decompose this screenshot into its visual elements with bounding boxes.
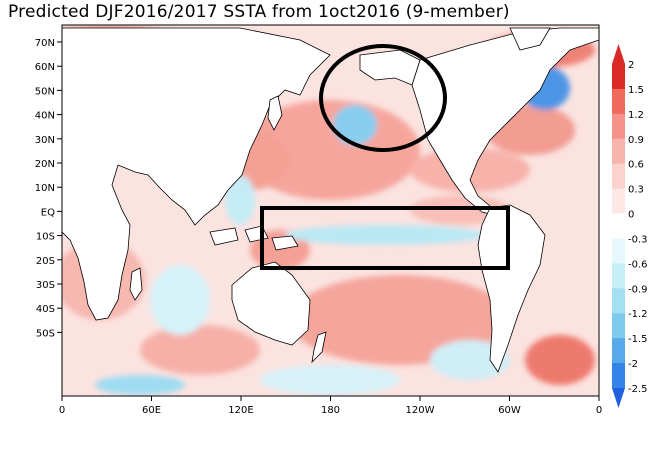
lon-label: 0: [596, 405, 602, 416]
colorbar-label: -1.5: [628, 334, 648, 345]
colorbar-bottom-arrow: [612, 388, 625, 408]
colorbar-label: 0: [628, 210, 634, 221]
colorbar-label: -2: [628, 359, 638, 370]
colorbar-label: 1.2: [628, 110, 644, 121]
lat-label: 10S: [36, 232, 55, 243]
lon-label: 60E: [142, 405, 161, 416]
lat-label: 50N: [35, 86, 55, 97]
colorbar-segment: [612, 313, 625, 339]
colorbar-segment: [612, 263, 625, 289]
colorbar-label: 0.6: [628, 160, 644, 171]
colorbar-segment: [612, 288, 625, 314]
colorbar-segment: [612, 338, 625, 364]
colorbar-label: -0.3: [628, 234, 648, 245]
lon-label: 180: [321, 405, 340, 416]
lon-label: 120W: [406, 405, 435, 416]
lat-label: 60N: [35, 62, 55, 73]
continents: [62, 27, 599, 373]
colorbar-label: 1.5: [628, 85, 644, 96]
colorbar-segment: [612, 213, 625, 239]
colorbar-label: -0.6: [628, 259, 648, 270]
longitude-labels: 0 60E 120E 180 120W 60W 0: [59, 396, 602, 416]
lat-label: 10N: [35, 183, 55, 194]
lat-label: 30N: [35, 135, 55, 146]
map-title: Predicted DJF2016/2017 SSTA from 1oct201…: [8, 2, 510, 22]
colorbar-segment: [612, 163, 625, 190]
colorbar: 2 1.5 1.2 0.9 0.6 0.3 0 -0.3 -0.6 -0.9 -1.2 -1.5 -2 -…: [612, 44, 648, 408]
colorbar-segment: [612, 138, 625, 165]
lat-label: 40N: [35, 111, 55, 122]
colorbar-segment: [612, 64, 625, 90]
latitude-labels: 70N 60N 50N 40N 30N 20N 10N EQ 10S 20S 30S 40S 50S: [35, 38, 62, 339]
annotation-circle: [319, 44, 447, 152]
lon-label: 120E: [228, 405, 253, 416]
lat-label: 70N: [35, 38, 55, 49]
colorbar-top-arrow: [612, 44, 625, 64]
colorbar-label: 2: [628, 60, 634, 71]
colorbar-label: -1.2: [628, 309, 648, 320]
colorbar-segment: [612, 88, 625, 115]
lat-label: 30S: [36, 280, 55, 291]
lat-label: 50S: [36, 328, 55, 339]
colorbar-label: -0.9: [628, 284, 648, 295]
lon-label: 60W: [498, 405, 521, 416]
colorbar-label: 0.3: [628, 185, 644, 196]
colorbar-segment: [612, 113, 625, 140]
ssta-field: [62, 26, 599, 395]
colorbar-segment: [612, 238, 625, 264]
lat-label: 20S: [36, 256, 55, 267]
lat-label: 20N: [35, 159, 55, 170]
lat-label: EQ: [41, 207, 55, 218]
colorbar-label: -2.5: [628, 384, 648, 395]
colorbar-segment: [612, 188, 625, 215]
colorbar-label: 0.9: [628, 135, 644, 146]
annotation-rectangle: [260, 206, 510, 270]
lon-label: 0: [59, 405, 65, 416]
colorbar-segment: [612, 363, 625, 389]
lat-label: 40S: [36, 304, 55, 315]
